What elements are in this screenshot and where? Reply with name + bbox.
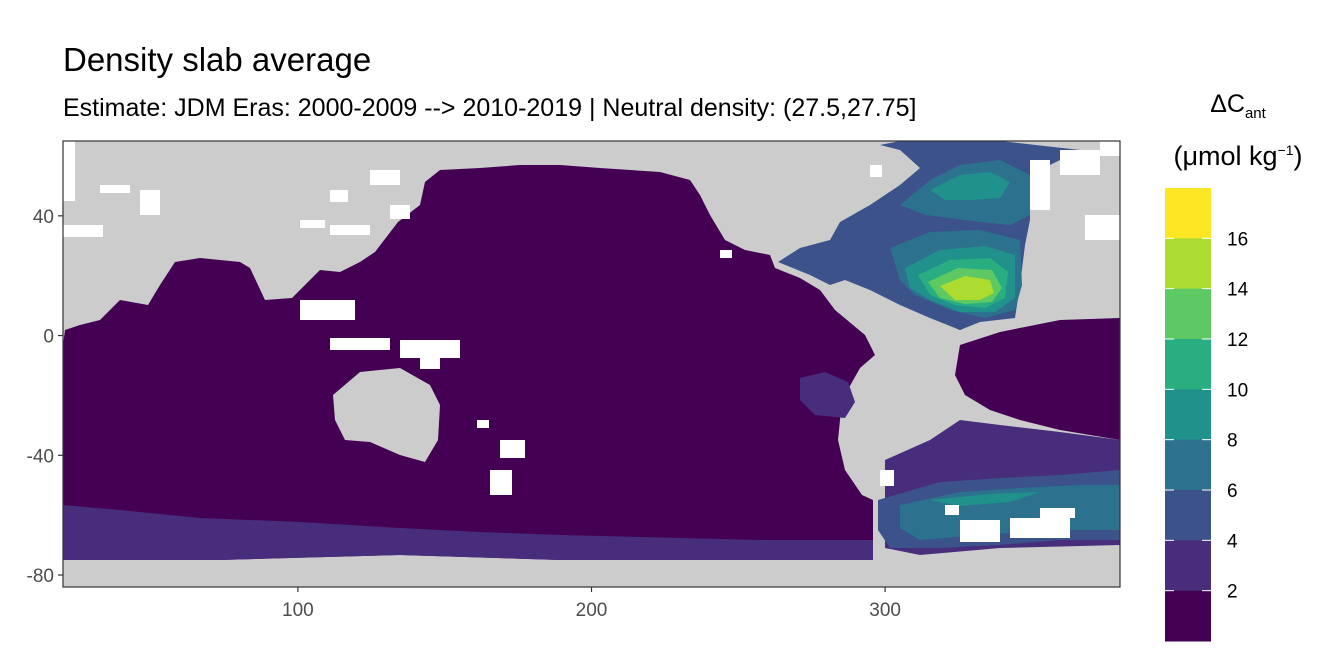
plot-subtitle: Estimate: JDM Eras: 2000-2009 --> 2010-2… [63, 94, 917, 122]
legend-label: 16 [1227, 229, 1248, 250]
region-weddell-streak [930, 492, 1040, 506]
region-southern-ocean-band [63, 505, 873, 560]
legend-color-bin [1165, 590, 1211, 642]
region-na-subpolar-core [930, 172, 1010, 200]
legend-color-bin [1165, 389, 1211, 441]
legend-label: 8 [1227, 431, 1238, 452]
x-tick-label: 200 [576, 600, 608, 621]
legend-unit-close: ) [1293, 141, 1303, 171]
y-tick-label: 40 [33, 207, 54, 228]
legend-subscript: ant [1244, 105, 1266, 122]
region-indo-pacific [63, 165, 875, 560]
y-tick-label: -80 [27, 566, 54, 587]
legend-color-bin [1165, 188, 1211, 239]
x-tick-label: 300 [869, 600, 901, 621]
legend-unit-open: (μmol kg [1173, 141, 1278, 171]
legend-color-bin [1165, 540, 1211, 592]
legend-color-bin [1165, 439, 1211, 491]
region-atlantic-base [955, 318, 1120, 440]
map-panel [63, 141, 1120, 587]
legend-unit-exponent: −1 [1277, 142, 1294, 158]
region-se-pacific-patch [800, 372, 855, 418]
legend-title: ΔCant (μmol kg−1) [1148, 86, 1328, 174]
legend-label: 14 [1227, 280, 1249, 301]
legend-color-bin [1165, 339, 1211, 390]
ocean-regions [63, 141, 1120, 560]
region-na-gyre-peak [940, 276, 994, 300]
x-tick-label: 100 [282, 600, 314, 621]
legend-label: 10 [1227, 380, 1248, 401]
legend-label: 4 [1227, 531, 1238, 552]
y-tick-label: -40 [27, 446, 54, 467]
legend-label: 6 [1227, 481, 1238, 502]
y-tick-label: 0 [43, 327, 54, 348]
legend-color-bin [1165, 490, 1211, 541]
legend-color-bin [1165, 238, 1211, 290]
legend-label: 12 [1227, 330, 1248, 351]
legend-color-bin [1165, 288, 1211, 340]
legend: 2 4 6 8 10 12 14 16 [1165, 188, 1249, 642]
legend-label: 2 [1227, 582, 1238, 603]
legend-symbol: ΔC [1210, 90, 1245, 118]
missing-data-cells [63, 141, 1120, 542]
plot-title: Density slab average [63, 41, 372, 78]
